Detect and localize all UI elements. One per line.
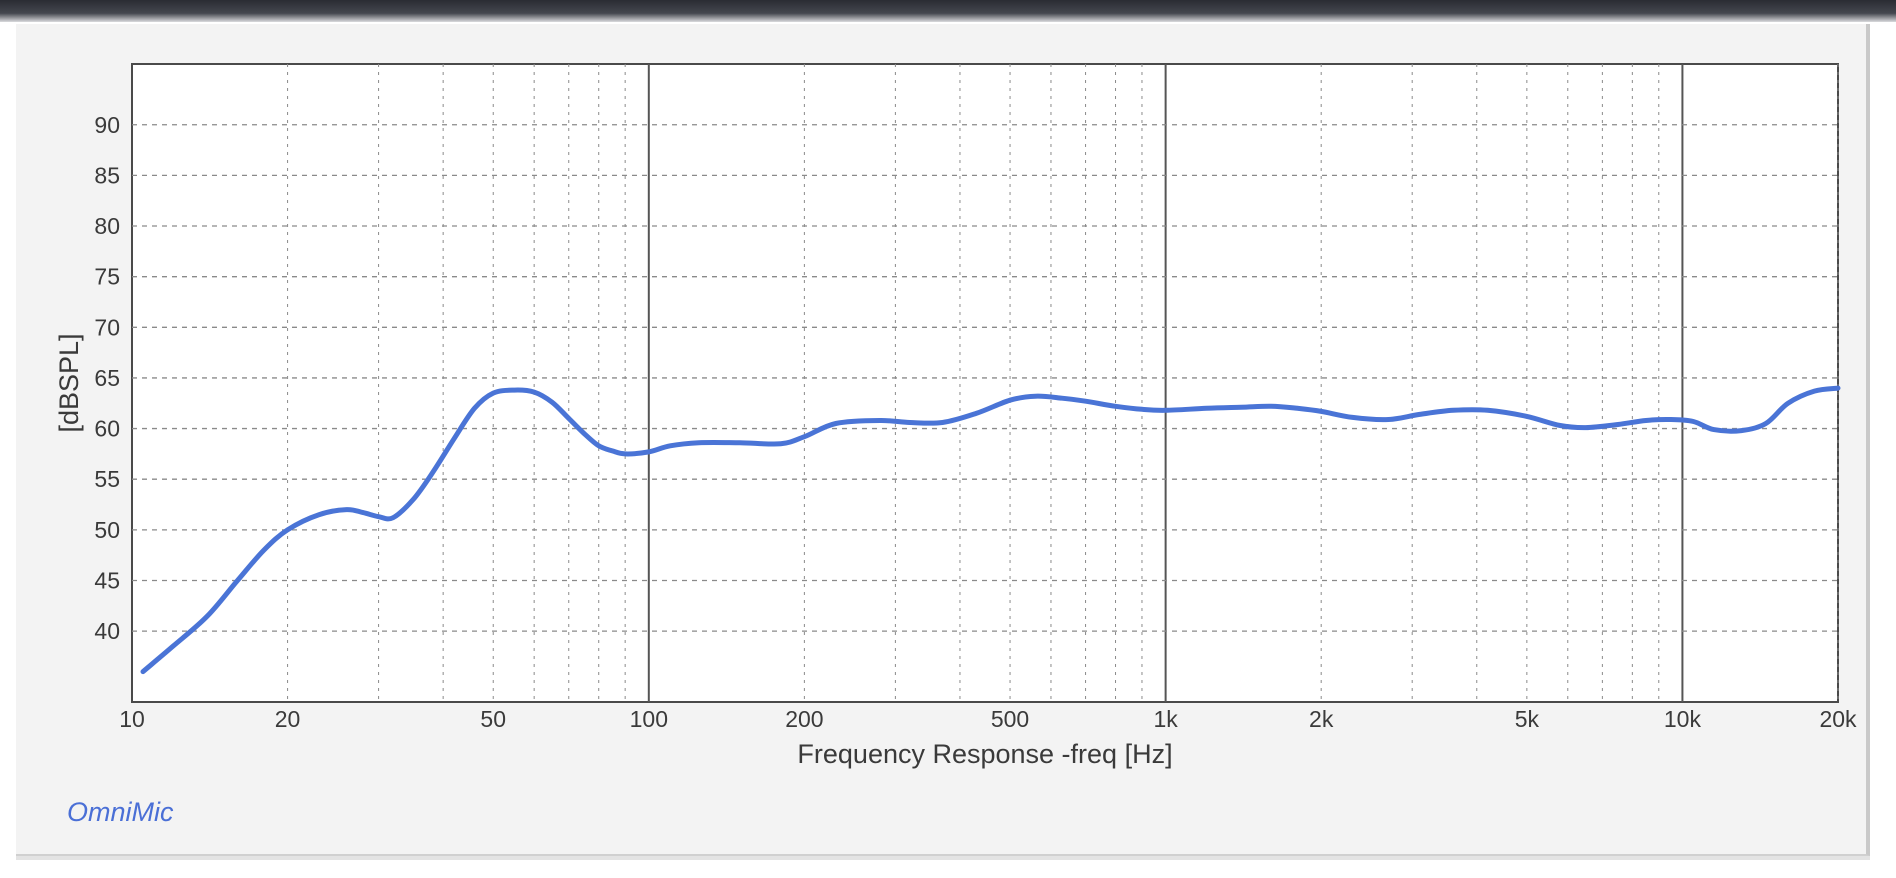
omnimic-brand-label: OmniMic (67, 797, 174, 827)
grid-lines (132, 64, 1839, 702)
y-tick-label: 80 (94, 213, 120, 239)
y-tick-label: 85 (94, 162, 120, 188)
y-tick-label: 75 (94, 264, 120, 290)
x-tick-label: 20 (275, 706, 301, 732)
frequency-response-line (140, 385, 1841, 675)
y-tick-label: 70 (94, 314, 120, 340)
x-tick-label: 10k (1664, 706, 1702, 732)
x-tick-label: 100 (630, 706, 668, 732)
x-axis-title: Frequency Response -freq [Hz] (797, 739, 1172, 769)
y-tick-label: 50 (94, 517, 120, 543)
x-tick-label: 1k (1153, 706, 1178, 732)
x-tick-label: 10 (119, 706, 145, 732)
y-tick-label: 40 (94, 618, 120, 644)
y-tick-label: 55 (94, 466, 120, 492)
x-tick-label: 5k (1515, 706, 1540, 732)
series-layer (140, 385, 1841, 675)
x-tick-label: 20k (1819, 706, 1857, 732)
x-tick-labels: 10 20 50 100 200 500 1k 2k 5k 10k 20k (119, 706, 1857, 732)
plot-area (131, 63, 1839, 703)
y-tick-label: 90 (94, 112, 120, 138)
y-axis-title: [dBSPL] (54, 333, 84, 432)
y-tick-label: 45 (94, 567, 120, 593)
x-tick-label: 50 (480, 706, 506, 732)
x-tick-label: 200 (785, 706, 823, 732)
window-top-border (0, 0, 1896, 22)
y-tick-label: 60 (94, 416, 120, 442)
frame-bottom-shade (16, 856, 1870, 860)
y-tick-label: 65 (94, 365, 120, 391)
y-tick-labels: 40 45 50 55 60 65 70 75 80 85 90 (94, 112, 120, 644)
x-tick-label: 500 (991, 706, 1029, 732)
x-tick-label: 2k (1309, 706, 1334, 732)
